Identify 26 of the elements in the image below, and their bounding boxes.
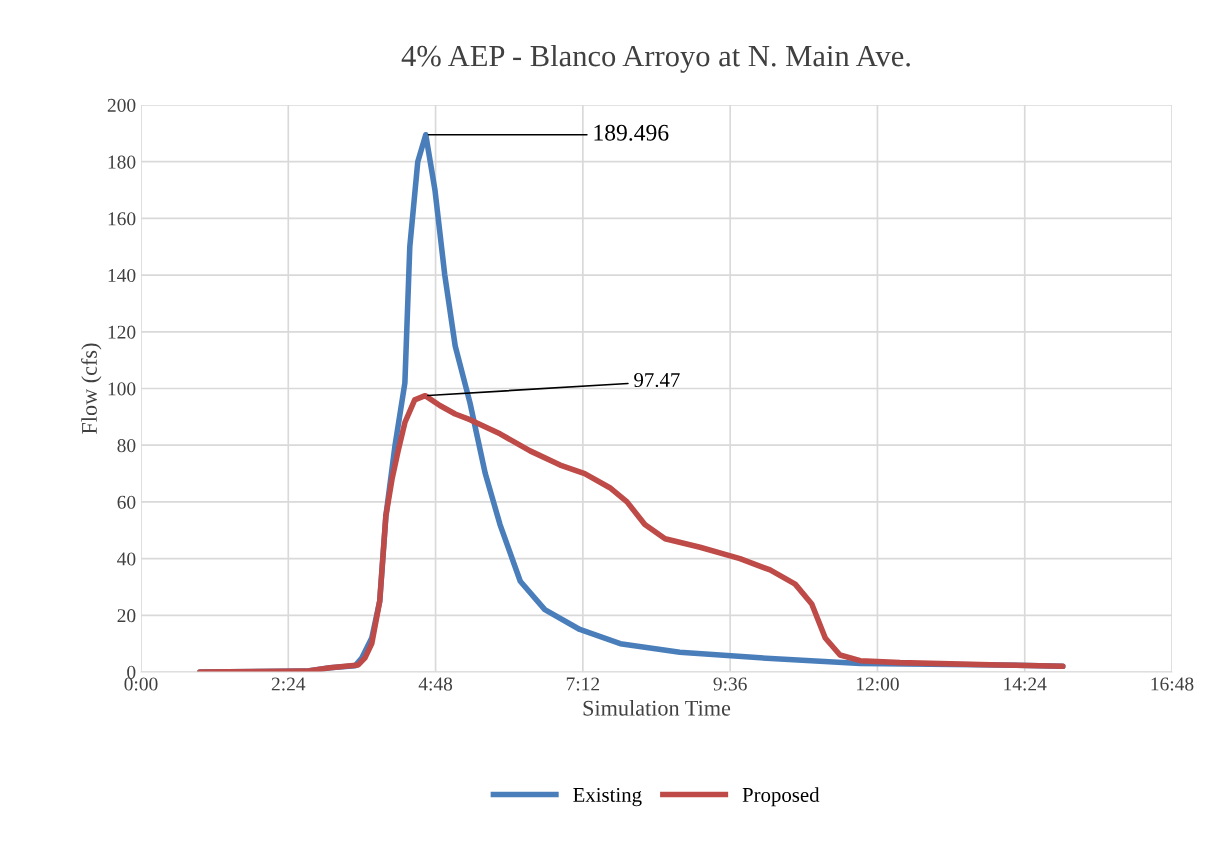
- y-tick-label: 160: [108, 212, 136, 226]
- x-tick-label: 16:48: [1151, 677, 1194, 691]
- x-tick-label: 14:24: [1004, 677, 1047, 691]
- x-tick-label: 7:12: [566, 677, 600, 691]
- y-tick-label: 200: [107, 98, 136, 112]
- x-tick-label: 12:00: [856, 677, 899, 691]
- x-tick-label: 9:36: [713, 677, 747, 691]
- chart-title: 4% AEP - Blanco Arroyo at N. Main Ave.: [401, 44, 910, 73]
- y-tick-label: 20: [117, 609, 136, 623]
- y-tick-label: 80: [117, 439, 136, 453]
- x-tick-label: 2:24: [271, 677, 306, 691]
- x-tick-label: 0:00: [124, 677, 158, 691]
- y-tick-label: 100: [108, 382, 136, 396]
- y-axis-title: Flow (cfs): [81, 343, 102, 434]
- y-tick-label: 60: [117, 495, 136, 509]
- y-tick-label: 120: [108, 325, 136, 339]
- annotation: 97.47: [634, 373, 680, 388]
- y-tick-label: 180: [108, 155, 136, 169]
- legend-label: Existing: [573, 787, 642, 807]
- x-tick-label: 4:48: [418, 677, 453, 691]
- legend-label: Proposed: [742, 787, 820, 807]
- y-tick-label: 140: [108, 268, 136, 283]
- x-axis-title: Simulation Time: [583, 700, 731, 716]
- y-tick-label: 40: [117, 552, 136, 566]
- y-tick-label: 0: [127, 665, 136, 679]
- annotation: 189.496: [594, 124, 669, 141]
